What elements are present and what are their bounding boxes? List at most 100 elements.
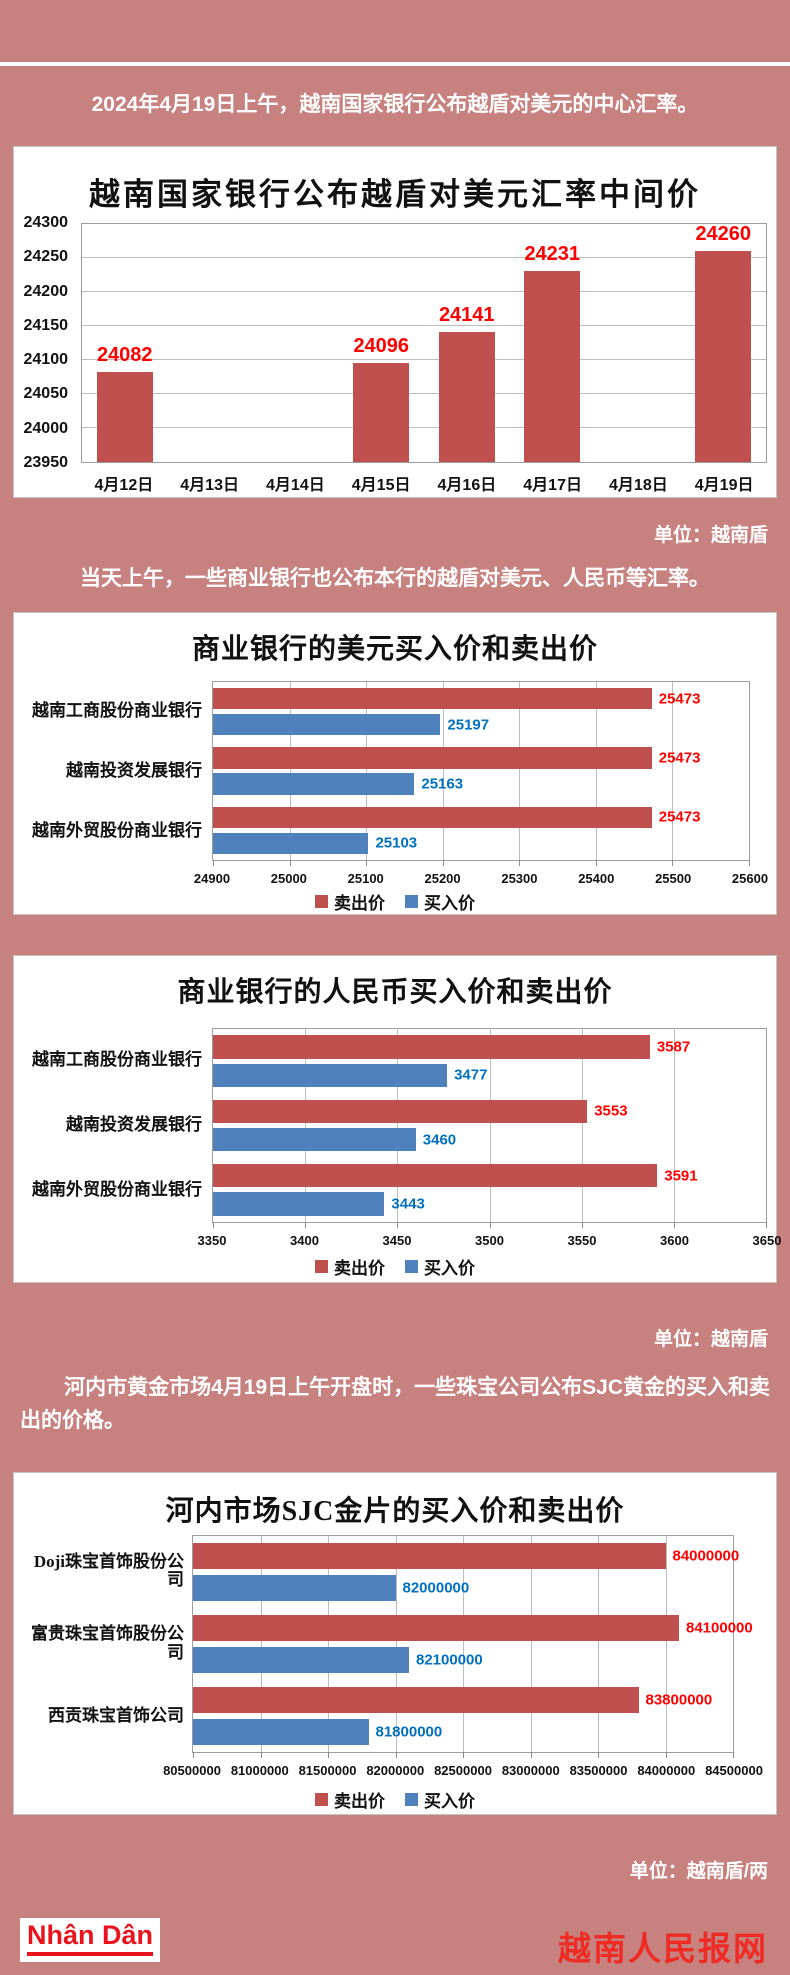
bar-buy xyxy=(193,1718,369,1745)
axis-tick xyxy=(530,1752,532,1758)
x-tick-label: 3450 xyxy=(382,1233,412,1248)
bar-buy xyxy=(213,1128,416,1152)
x-tick-label: 3350 xyxy=(197,1233,227,1248)
y-tick-label: 23950 xyxy=(23,454,69,471)
x-tick-label: 3600 xyxy=(660,1233,689,1248)
legend-label: 买入价 xyxy=(424,894,475,913)
axis-tick xyxy=(193,1752,194,1758)
bar-sell xyxy=(213,806,652,828)
plot-area: 25473 25197 25473 25163 25473 25103 xyxy=(212,681,750,866)
banks-paragraph: 当天上午，一些商业银行也公布本行的越盾对美元、人民币等汇率。 xyxy=(80,567,710,590)
bar-value-label: 3591 xyxy=(664,1167,698,1185)
category-label: 越南投资发展银行 xyxy=(66,1115,202,1135)
y-tick-label: 24250 xyxy=(23,248,69,266)
gridline xyxy=(598,1536,599,1752)
x-tick-label: 80500000 xyxy=(163,1763,221,1778)
x-tick-label: 3500 xyxy=(475,1233,504,1248)
bar-value-label: 25473 xyxy=(658,808,701,826)
category-label: 西贡珠宝首饰公司 xyxy=(48,1706,184,1726)
gridline xyxy=(82,291,766,292)
bar-value-label: 24260 xyxy=(695,223,752,246)
x-tick-label: 3550 xyxy=(567,1233,597,1248)
y-tick-label: 24200 xyxy=(23,282,69,300)
y-tick-label: 24050 xyxy=(23,385,69,403)
x-tick-label: 81500000 xyxy=(298,1763,357,1778)
legend: 卖出价 买入价 xyxy=(14,889,776,914)
header-note: 2024年4月19日上午，越南国家银行公布越盾对美元的中心汇率。 xyxy=(91,93,699,116)
legend-swatch-icon xyxy=(315,1260,328,1273)
bar-value-label: 3477 xyxy=(454,1066,488,1084)
bar-sell xyxy=(193,1687,639,1714)
gridline xyxy=(519,682,521,860)
category-labels: 越南工商股份商业银行 越南投资发展银行 越南外贸股份商业银行 xyxy=(22,1028,202,1223)
x-tick-label: 4月14日 xyxy=(266,477,325,494)
gridline xyxy=(673,1029,675,1222)
gridline xyxy=(595,682,597,860)
x-tick-label: 25200 xyxy=(424,871,461,886)
bar-value-label: 25103 xyxy=(375,834,418,852)
legend-label: 买入价 xyxy=(424,1259,475,1278)
axis-tick xyxy=(260,1752,262,1758)
legend-item: 买入价 xyxy=(405,889,475,914)
category-label: Doji珠宝首饰股份公司 xyxy=(33,1551,184,1590)
bar-value-label: 3460 xyxy=(422,1131,457,1149)
bar-value-label: 25473 xyxy=(658,749,701,767)
x-tick-label: 4月17日 xyxy=(523,477,582,494)
x-tick-label: 4月18日 xyxy=(609,477,668,494)
chart-title: 商业银行的人民币买入价和卖出价 xyxy=(177,977,613,1008)
usd-rates-chart-panel: 商业银行的美元买入价和卖出价 越南工商股份商业银行 越南投资发展银行 越南外贸股份商… xyxy=(13,612,777,915)
axis-tick xyxy=(672,860,674,866)
x-tick-label: 3650 xyxy=(752,1233,782,1248)
gridline xyxy=(82,393,766,394)
category-label: 越南投资发展银行 xyxy=(66,760,202,780)
gold-paragraph: 河内市黄金市场4月19日上午开盘时，一些珠宝公司公布SJC黄金的买入和卖出的价格… xyxy=(20,1376,770,1432)
axis-tick xyxy=(519,860,521,866)
axis-tick xyxy=(328,1752,329,1758)
gridline xyxy=(289,682,291,860)
legend-item: 卖出价 xyxy=(315,1254,385,1279)
legend-item: 卖出价 xyxy=(315,1787,385,1812)
axis-tick xyxy=(673,1222,675,1228)
bar-value-label: 25197 xyxy=(447,716,490,734)
axis-tick xyxy=(289,860,291,866)
axis-tick xyxy=(489,1222,491,1228)
bar-value-label: 24096 xyxy=(353,334,410,357)
category-labels: Doji珠宝首饰股份公司 富贵珠宝首饰股份公司 西贡珠宝首饰公司 xyxy=(20,1535,184,1753)
x-tick-label: 4月15日 xyxy=(351,477,411,494)
x-tick-label: 82500000 xyxy=(434,1763,492,1778)
nhandan-logo-text: Nhân Dân xyxy=(27,1920,154,1956)
gridline xyxy=(260,1536,262,1752)
x-tick-label: 83500000 xyxy=(569,1763,628,1778)
bar xyxy=(695,251,752,462)
x-axis-labels: 3350 3400 3450 3500 3550 3600 3650 xyxy=(198,1229,782,1251)
gridline xyxy=(665,1536,667,1752)
legend-swatch-icon xyxy=(315,1793,328,1806)
bar xyxy=(438,332,495,462)
plot-area: 3587 3477 3553 3460 3591 3443 xyxy=(212,1028,767,1228)
bar-value-label: 83800000 xyxy=(645,1691,713,1709)
bar-buy xyxy=(213,832,369,855)
y-tick-label: 24100 xyxy=(23,351,69,369)
x-tick-label: 4月16日 xyxy=(437,477,497,494)
axis-tick xyxy=(463,1752,464,1758)
bar-sell xyxy=(193,1543,666,1570)
bar-value-label: 25473 xyxy=(658,690,701,708)
bar-value-label: 25163 xyxy=(421,775,464,793)
bar-value-label: 82100000 xyxy=(416,1651,483,1669)
x-tick-label: 25000 xyxy=(270,871,307,886)
unit-note: 单位：越南盾/两 xyxy=(629,1861,768,1882)
x-tick-label: 25400 xyxy=(578,871,615,886)
gridline xyxy=(82,257,766,258)
x-tick-label: 3400 xyxy=(290,1233,319,1248)
legend-label: 买入价 xyxy=(424,1792,475,1811)
gridline xyxy=(82,325,766,326)
bar-value-label: 24231 xyxy=(524,242,581,265)
legend-swatch-icon xyxy=(405,1260,418,1273)
x-axis-labels: 24900 25000 25100 25200 25300 25400 25500 25600 xyxy=(194,867,768,889)
bar-value-label: 3587 xyxy=(656,1038,691,1056)
gridline xyxy=(395,1536,397,1752)
x-axis-labels: 4月12日 4月13日 4月14日 4月15日 4月16日 4月17日 4月18日 4月19日 xyxy=(81,469,767,495)
axis-tick xyxy=(397,1222,399,1228)
bar-value-label: 3553 xyxy=(594,1102,628,1120)
axis-tick xyxy=(305,1222,307,1228)
